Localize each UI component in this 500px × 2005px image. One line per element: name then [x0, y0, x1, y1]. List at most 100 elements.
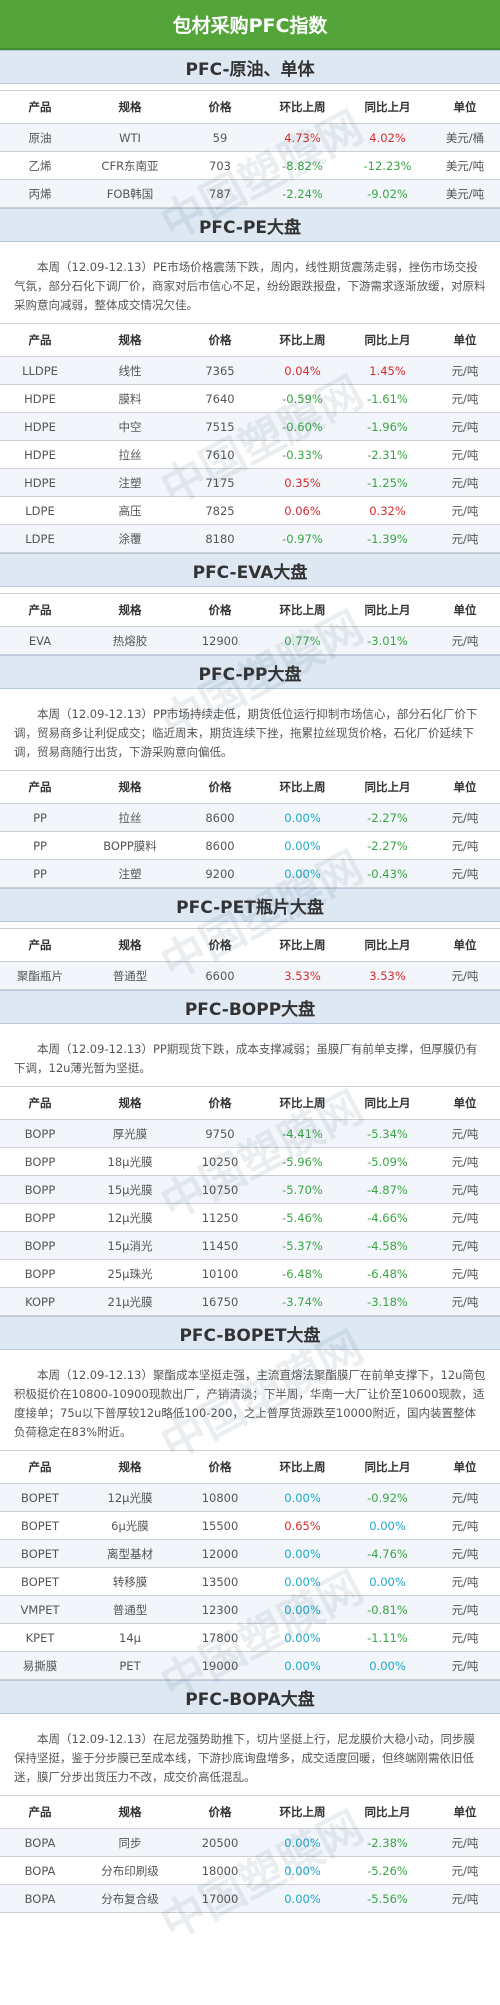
- column-header: 单位: [430, 928, 500, 962]
- table-cell: 元/吨: [430, 1175, 500, 1204]
- table-cell: 18000: [180, 1856, 260, 1885]
- table-cell: 0.00%: [260, 1623, 345, 1652]
- table-cell: 元/吨: [430, 440, 500, 469]
- table-cell: 7640: [180, 384, 260, 413]
- table-cell: 元/吨: [430, 1595, 500, 1624]
- table-cell: 0.00%: [260, 859, 345, 888]
- table-cell: -3.18%: [345, 1287, 430, 1316]
- table-row: 易撕膜 PET 19000 0.00% 0.00% 元/吨: [0, 1651, 500, 1680]
- table-cell: 元/吨: [430, 1623, 500, 1652]
- table-cell: 7365: [180, 356, 260, 385]
- table-cell: 元/吨: [430, 626, 500, 655]
- table-cell: 4.73%: [260, 123, 345, 152]
- table-cell: HDPE: [0, 384, 80, 413]
- table-cell: 10750: [180, 1175, 260, 1204]
- table-cell: -4.87%: [345, 1175, 430, 1204]
- column-header: 价格: [180, 593, 260, 627]
- table-row: 乙烯 CFR东南亚 703 -8.82% -12.23% 美元/吨: [0, 151, 500, 180]
- table-cell: 8180: [180, 524, 260, 553]
- column-header: 环比上周: [260, 323, 345, 357]
- column-header: 价格: [180, 90, 260, 124]
- section-title: PFC-PET瓶片大盘: [0, 888, 500, 922]
- table-row: BOPP 15μ消光 11450 -5.37% -4.58% 元/吨: [0, 1231, 500, 1260]
- table-cell: 元/吨: [430, 1119, 500, 1148]
- table-cell: 0.00%: [260, 1828, 345, 1857]
- table-cell: 19000: [180, 1651, 260, 1680]
- table-cell: BOPP: [0, 1203, 80, 1232]
- section: PFC-BOPA大盘 本周（12.09-12.13）在尼龙强势助推下，切片坚挺上行…: [0, 1680, 500, 1913]
- column-header: 环比上周: [260, 1450, 345, 1484]
- table-cell: 0.65%: [260, 1511, 345, 1540]
- column-header: 规格: [80, 593, 180, 627]
- table-cell: -0.59%: [260, 384, 345, 413]
- table-header-row: 产品 规格 价格 环比上周 同比上月 单位: [0, 928, 500, 962]
- table-cell: BOPP: [0, 1175, 80, 1204]
- table-cell: 59: [180, 123, 260, 152]
- table-cell: 25μ珠光: [80, 1259, 180, 1288]
- column-header: 产品: [0, 323, 80, 357]
- table-cell: -2.27%: [345, 803, 430, 832]
- column-header: 规格: [80, 1086, 180, 1120]
- table-cell: -4.76%: [345, 1539, 430, 1568]
- table-cell: BOPP: [0, 1259, 80, 1288]
- table-cell: 7825: [180, 496, 260, 525]
- table-header-row: 产品 规格 价格 环比上周 同比上月 单位: [0, 90, 500, 124]
- table-cell: 元/吨: [430, 1511, 500, 1540]
- section: PFC-BOPET大盘 本周（12.09-12.13）聚酯成本坚挺走强，主流直熔法…: [0, 1316, 500, 1680]
- table-cell: -1.25%: [345, 468, 430, 497]
- section-description: 本周（12.09-12.13）在尼龙强势助推下，切片坚挺上行，尼龙膜价大稳小动，…: [14, 1732, 475, 1784]
- price-table: 产品 规格 价格 环比上周 同比上月 单位 PP 拉丝 8600 0.00% -2.27% 元/吨 PP…: [0, 770, 500, 888]
- section: PFC-原油、单体 产品 规格 价格 环比上周 同比上月 单位 原油 WTI 59 4.73% 4.0…: [0, 50, 500, 208]
- table-row: VMPET 普通型 12300 0.00% -0.81% 元/吨: [0, 1595, 500, 1624]
- table-row: HDPE 拉丝 7610 -0.33% -2.31% 元/吨: [0, 440, 500, 469]
- table-cell: 普通型: [80, 1595, 180, 1624]
- column-header: 单位: [430, 90, 500, 124]
- table-cell: -0.33%: [260, 440, 345, 469]
- table-cell: -2.27%: [345, 831, 430, 860]
- table-cell: 元/吨: [430, 1539, 500, 1568]
- column-header: 环比上周: [260, 90, 345, 124]
- table-row: BOPET 12μ光膜 10800 0.00% -0.92% 元/吨: [0, 1483, 500, 1512]
- table-cell: 21μ光膜: [80, 1287, 180, 1316]
- column-header: 环比上周: [260, 1086, 345, 1120]
- column-header: 环比上周: [260, 928, 345, 962]
- table-cell: 0.06%: [260, 496, 345, 525]
- table-row: KOPP 21μ光膜 16750 -3.74% -3.18% 元/吨: [0, 1287, 500, 1316]
- table-cell: 元/吨: [430, 496, 500, 525]
- table-cell: BOPP: [0, 1147, 80, 1176]
- table-cell: 20500: [180, 1828, 260, 1857]
- table-cell: 元/吨: [430, 1483, 500, 1512]
- table-cell: 0.00%: [260, 803, 345, 832]
- column-header: 规格: [80, 770, 180, 804]
- table-cell: 元/吨: [430, 356, 500, 385]
- section-title: PFC-PP大盘: [0, 655, 500, 689]
- column-header: 规格: [80, 1450, 180, 1484]
- table-row: BOPET 转移膜 13500 0.00% 0.00% 元/吨: [0, 1567, 500, 1596]
- table-cell: 0.00%: [345, 1651, 430, 1680]
- column-header: 同比上月: [345, 1450, 430, 1484]
- table-cell: 元/吨: [430, 384, 500, 413]
- table-cell: KPET: [0, 1623, 80, 1652]
- section: PFC-PE大盘 本周（12.09-12.13）PE市场价格震荡下跌，周内，线性期…: [0, 208, 500, 553]
- table-row: BOPP 厚光膜 9750 -4.41% -5.34% 元/吨: [0, 1119, 500, 1148]
- section-title: PFC-PE大盘: [0, 208, 500, 242]
- table-row: EVA 热熔胶 12900 0.77% -3.01% 元/吨: [0, 626, 500, 655]
- table-cell: -0.43%: [345, 859, 430, 888]
- table-header-row: 产品 规格 价格 环比上周 同比上月 单位: [0, 593, 500, 627]
- table-row: LLDPE 线性 7365 0.04% 1.45% 元/吨: [0, 356, 500, 385]
- column-header: 单位: [430, 323, 500, 357]
- column-header: 价格: [180, 323, 260, 357]
- table-cell: 0.00%: [260, 1856, 345, 1885]
- table-cell: 厚光膜: [80, 1119, 180, 1148]
- column-header: 单位: [430, 1086, 500, 1120]
- column-header: 规格: [80, 323, 180, 357]
- table-cell: EVA: [0, 626, 80, 655]
- table-cell: 16750: [180, 1287, 260, 1316]
- table-cell: -5.70%: [260, 1175, 345, 1204]
- table-cell: -0.97%: [260, 524, 345, 553]
- section-title: PFC-EVA大盘: [0, 553, 500, 587]
- table-header-row: 产品 规格 价格 环比上周 同比上月 单位: [0, 323, 500, 357]
- table-cell: 787: [180, 179, 260, 208]
- table-cell: -5.56%: [345, 1884, 430, 1913]
